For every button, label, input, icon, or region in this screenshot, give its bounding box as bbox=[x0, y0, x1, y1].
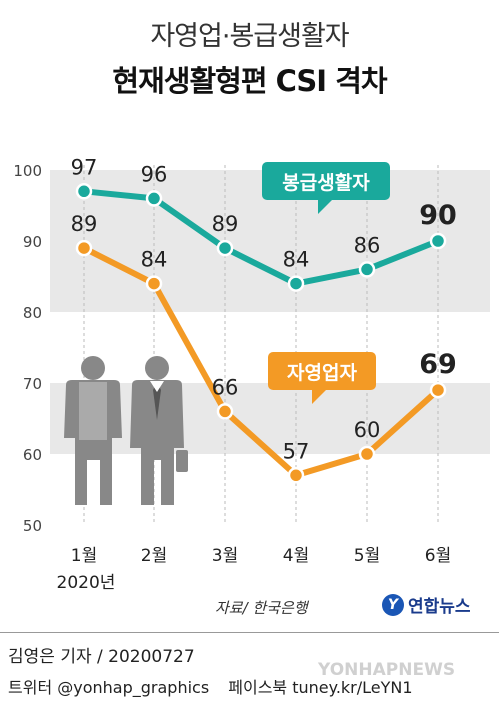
y-axis-ticks: 50 60 70 80 90 100 bbox=[13, 162, 42, 535]
data-point bbox=[287, 275, 305, 292]
person-apron-icon bbox=[64, 356, 122, 505]
data-point bbox=[75, 183, 93, 200]
data-point bbox=[358, 261, 376, 278]
facebook-link[interactable]: 페이스북 tuney.kr/LeYN1 bbox=[228, 678, 413, 697]
y-tick-label: 100 bbox=[13, 162, 42, 180]
x-tick-label: 5월 bbox=[354, 546, 380, 566]
briefcase-icon bbox=[176, 450, 188, 472]
y-tick-label: 80 bbox=[23, 304, 42, 322]
data-label: 69 bbox=[419, 349, 457, 380]
yonhap-logo-icon: Y bbox=[382, 593, 404, 616]
grid-band bbox=[50, 383, 490, 454]
data-label: 86 bbox=[354, 233, 381, 257]
x-year-label: 2020년 bbox=[57, 573, 116, 593]
data-point bbox=[429, 381, 447, 399]
watermark: YONHAPNEWS bbox=[318, 660, 456, 680]
y-tick-label: 90 bbox=[23, 233, 42, 251]
x-tick-label: 2월 bbox=[141, 546, 167, 566]
x-tick-label: 1월 bbox=[71, 546, 97, 566]
data-label: 89 bbox=[212, 212, 239, 236]
grid-band bbox=[50, 241, 490, 312]
series-points bbox=[75, 183, 447, 484]
yonhap-logo: Y 연합뉴스 bbox=[382, 592, 471, 617]
chart-title-line2: 현재생활형편 CSI 격차 bbox=[112, 64, 387, 98]
legend-self-employed: 자영업자 bbox=[268, 352, 376, 404]
data-point bbox=[216, 239, 234, 257]
legend-salaried: 봉급생활자 bbox=[262, 162, 390, 214]
legend-label-self-employed: 자영업자 bbox=[287, 362, 357, 384]
data-label: 84 bbox=[283, 248, 310, 272]
y-tick-label: 70 bbox=[23, 375, 42, 393]
data-label: 96 bbox=[141, 162, 168, 186]
twitter-link[interactable]: 트위터 @yonhap_graphics bbox=[8, 678, 210, 697]
x-tick-label: 3월 bbox=[212, 546, 238, 566]
legend-label-salaried: 봉급생활자 bbox=[282, 172, 370, 194]
data-point bbox=[75, 239, 93, 257]
data-label: 84 bbox=[141, 248, 168, 272]
x-tick-label: 4월 bbox=[283, 546, 309, 566]
reporter-credit: 김영은 기자 / 20200727 bbox=[8, 647, 195, 667]
data-label: 60 bbox=[354, 418, 381, 442]
x-axis-labels: 1월 2월 3월 4월 5월 6월 2020년 bbox=[57, 546, 452, 593]
footer-divider bbox=[0, 632, 499, 633]
series-lines bbox=[82, 188, 441, 479]
y-tick-label: 60 bbox=[23, 446, 42, 464]
data-point bbox=[216, 403, 234, 420]
data-label: 97 bbox=[71, 155, 98, 179]
series-data-labels: 97 96 89 84 86 90 89 84 66 57 60 69 bbox=[71, 155, 457, 463]
data-point bbox=[145, 275, 163, 292]
data-label: 89 bbox=[71, 212, 98, 236]
chart-title-line1: 자영업·봉급생활자 bbox=[150, 21, 349, 52]
data-point bbox=[287, 467, 305, 484]
x-tick-label: 6월 bbox=[425, 546, 451, 566]
data-label: 57 bbox=[283, 439, 310, 463]
source-note: 자료/ 한국은행 bbox=[215, 599, 308, 617]
data-label: 90 bbox=[419, 200, 457, 231]
series-line-0 bbox=[83, 188, 440, 287]
y-tick-label: 50 bbox=[23, 517, 42, 535]
data-point bbox=[429, 232, 447, 250]
data-label: 66 bbox=[212, 375, 239, 399]
businessman-icon bbox=[130, 356, 184, 505]
data-point bbox=[358, 445, 376, 463]
logo-text: 연합뉴스 bbox=[408, 597, 471, 617]
series-line-1 bbox=[82, 245, 441, 479]
social-links: 트위터 @yonhap_graphics 페이스북 tuney.kr/LeYN1 bbox=[8, 674, 427, 698]
data-point bbox=[145, 190, 163, 207]
